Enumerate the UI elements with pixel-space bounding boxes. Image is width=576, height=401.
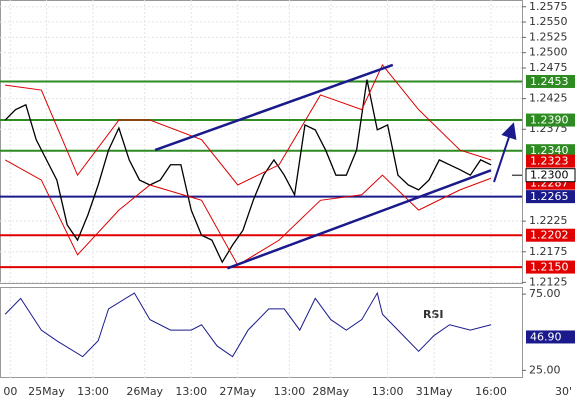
x-tick-label: 25May	[28, 385, 65, 398]
rsi-title: RSI	[423, 308, 444, 321]
series-line	[4, 159, 492, 266]
rsi-panel	[0, 287, 523, 378]
series-line	[5, 63, 492, 186]
level-box	[526, 190, 575, 204]
level-label: 1.2340	[530, 144, 569, 157]
level-box	[526, 154, 575, 168]
x-tick-label: 28May	[312, 385, 349, 398]
y-tick-label: 1.2500	[529, 46, 568, 59]
level-label: 1.2453	[530, 75, 569, 88]
level-box	[526, 113, 575, 127]
y-tick-label: 1.2550	[529, 15, 568, 28]
current-price-box	[525, 168, 576, 183]
level-label: 1.2323	[530, 155, 569, 168]
y-tick-label: 1.2125	[529, 275, 568, 288]
level-label: 1.2150	[530, 261, 569, 274]
price-panel	[0, 0, 523, 284]
y-tick-label: 1.2175	[529, 245, 568, 258]
rsi-line	[4, 291, 492, 358]
rsi-tick-label: 75.00	[529, 287, 561, 300]
rsi-tick-label: 25.00	[529, 363, 561, 376]
timeframe: 30'	[555, 385, 572, 398]
x-tick-label: 16:00	[475, 385, 507, 398]
y-tick-label: 1.2475	[529, 61, 568, 74]
level-box	[526, 144, 575, 158]
level-label: 1.2390	[530, 114, 569, 127]
x-tick-label: 13:00	[175, 385, 207, 398]
y-tick-label: 1.2525	[529, 30, 568, 43]
rsi-current-box	[526, 330, 575, 344]
x-tick-label: 31May	[416, 385, 453, 398]
x-tick-label: 00	[3, 385, 17, 398]
y-tick-label: 1.2575	[529, 0, 568, 13]
forecast-arrow	[493, 122, 517, 183]
level-label: 1.2202	[530, 229, 569, 242]
series-line	[154, 63, 394, 152]
y-tick-label: 1.2225	[529, 214, 568, 227]
x-tick-label: 27May	[219, 385, 256, 398]
x-tick-label: 26May	[126, 385, 163, 398]
level-label: 1.2265	[530, 190, 569, 203]
current-price-label: 1.2300	[530, 169, 569, 182]
x-tick-label: 13:00	[77, 385, 109, 398]
level-box	[526, 260, 575, 274]
level-box	[526, 228, 575, 242]
rsi-current-label: 46.90	[530, 330, 562, 343]
y-tick-label: 1.2425	[529, 92, 568, 105]
x-tick-label: 13:00	[372, 385, 404, 398]
series-line	[4, 79, 492, 264]
level-box	[526, 74, 575, 88]
x-tick-label: 13:00	[274, 385, 306, 398]
series-line	[226, 169, 492, 270]
